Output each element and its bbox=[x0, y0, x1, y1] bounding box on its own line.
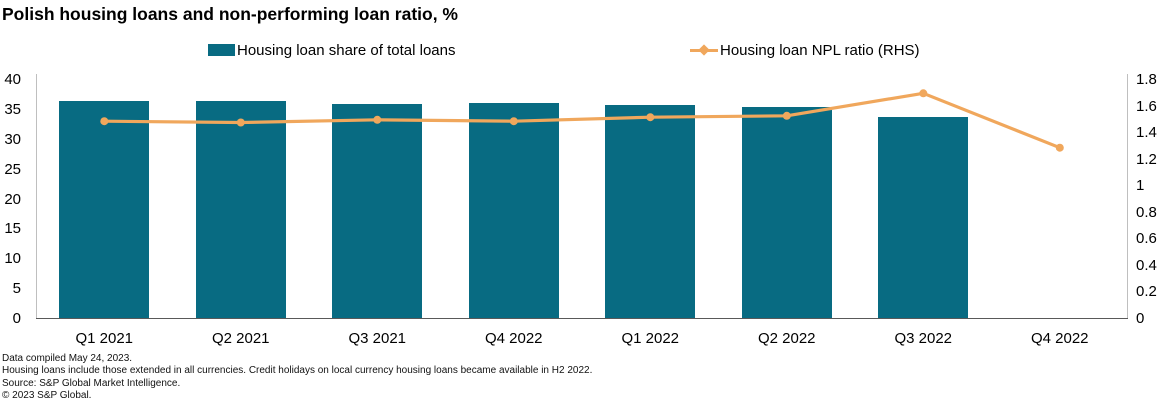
bar-q2-2021 bbox=[195, 101, 286, 318]
legend-item-housing-loan-share: Housing loan share of total loans bbox=[208, 41, 456, 59]
bar-legend-swatch-icon bbox=[208, 44, 235, 56]
left-axis-line bbox=[36, 74, 37, 319]
x-axis-label-q2-2022-5: Q2 2022 bbox=[757, 330, 816, 347]
footnotes: Data compiled May 24, 2023. Housing loan… bbox=[2, 353, 592, 403]
right-axis-tick: 1 bbox=[1136, 177, 1145, 195]
left-axis-tick: 10 bbox=[4, 250, 21, 268]
x-axis-line bbox=[36, 318, 1128, 319]
npl-marker-q2-2021 bbox=[236, 118, 245, 127]
npl-line-chart bbox=[100, 89, 1064, 152]
left-axis-tick: 40 bbox=[4, 71, 21, 88]
right-axis-tick: 0.6 bbox=[1136, 230, 1157, 248]
npl-marker-q1-2021 bbox=[100, 117, 109, 126]
bar-q4-2022 bbox=[468, 102, 559, 318]
left-axis-tick: 25 bbox=[4, 160, 21, 178]
legend-item-npl-ratio: Housing loan NPL ratio (RHS) bbox=[690, 41, 920, 59]
npl-marker-q4-2022 bbox=[509, 117, 518, 126]
x-axis-label-q1-2021-0: Q1 2021 bbox=[75, 330, 134, 347]
footnote: Source: S&P Global Market Intelligence. bbox=[2, 377, 181, 389]
bar-q1-2022 bbox=[605, 104, 696, 318]
x-axis-label-q1-2022-4: Q1 2022 bbox=[621, 330, 680, 347]
bar-q3-2022 bbox=[878, 117, 969, 318]
footnote: © 2023 S&P Global. bbox=[2, 390, 92, 402]
left-axis-tick: 5 bbox=[12, 280, 21, 298]
footnote: Data compiled May 24, 2023. bbox=[2, 353, 133, 364]
bar-legend-label: Housing loan share of total loans bbox=[237, 41, 456, 59]
chart-title: Polish housing loans and non-performing … bbox=[2, 4, 458, 24]
bar-q3-2021 bbox=[332, 103, 423, 318]
x-axis-label-q3-2021-2: Q3 2021 bbox=[348, 330, 407, 347]
right-axis-tick: 0.8 bbox=[1136, 203, 1157, 221]
footnote: Housing loans include those extended in … bbox=[2, 365, 593, 377]
line-legend-label: Housing loan NPL ratio (RHS) bbox=[720, 41, 920, 59]
npl-line bbox=[102, 91, 1062, 150]
npl-marker-q1-2022 bbox=[646, 113, 655, 122]
npl-marker-q2-2022 bbox=[782, 111, 791, 120]
diamond-marker-icon bbox=[698, 43, 710, 56]
npl-marker-q3-2022 bbox=[919, 89, 928, 98]
bar-q2-2022 bbox=[741, 107, 832, 318]
plot-area bbox=[36, 74, 1128, 319]
x-axis-label-q3-2022-6: Q3 2022 bbox=[894, 330, 953, 347]
npl-marker-q3-2021 bbox=[373, 115, 382, 124]
right-axis-tick: 0 bbox=[1136, 310, 1145, 327]
left-axis-tick: 0 bbox=[12, 310, 21, 327]
x-axis-label-q4-2022-7: Q4 2022 bbox=[1030, 330, 1089, 347]
right-axis-tick: 1.4 bbox=[1136, 124, 1157, 142]
left-axis-tick: 20 bbox=[4, 190, 21, 208]
npl-marker-q4-2022 bbox=[1055, 143, 1064, 152]
left-axis-tick: 30 bbox=[4, 130, 21, 148]
right-axis-tick: 1.8 bbox=[1136, 71, 1157, 88]
left-axis-tick: 15 bbox=[4, 220, 21, 238]
bar-q1-2021 bbox=[59, 100, 150, 318]
x-axis-label-q4-2022-3: Q4 2022 bbox=[484, 330, 543, 347]
right-axis-tick: 0.4 bbox=[1136, 256, 1157, 274]
right-axis-tick: 0.2 bbox=[1136, 283, 1157, 301]
x-axis-label-q2-2021-1: Q2 2021 bbox=[211, 330, 270, 347]
right-axis-line bbox=[1127, 74, 1128, 319]
left-axis-tick: 35 bbox=[4, 100, 21, 118]
right-axis-tick: 1.2 bbox=[1136, 150, 1157, 168]
line-legend-marker-icon bbox=[690, 43, 718, 56]
right-axis-tick: 1.6 bbox=[1136, 97, 1157, 115]
